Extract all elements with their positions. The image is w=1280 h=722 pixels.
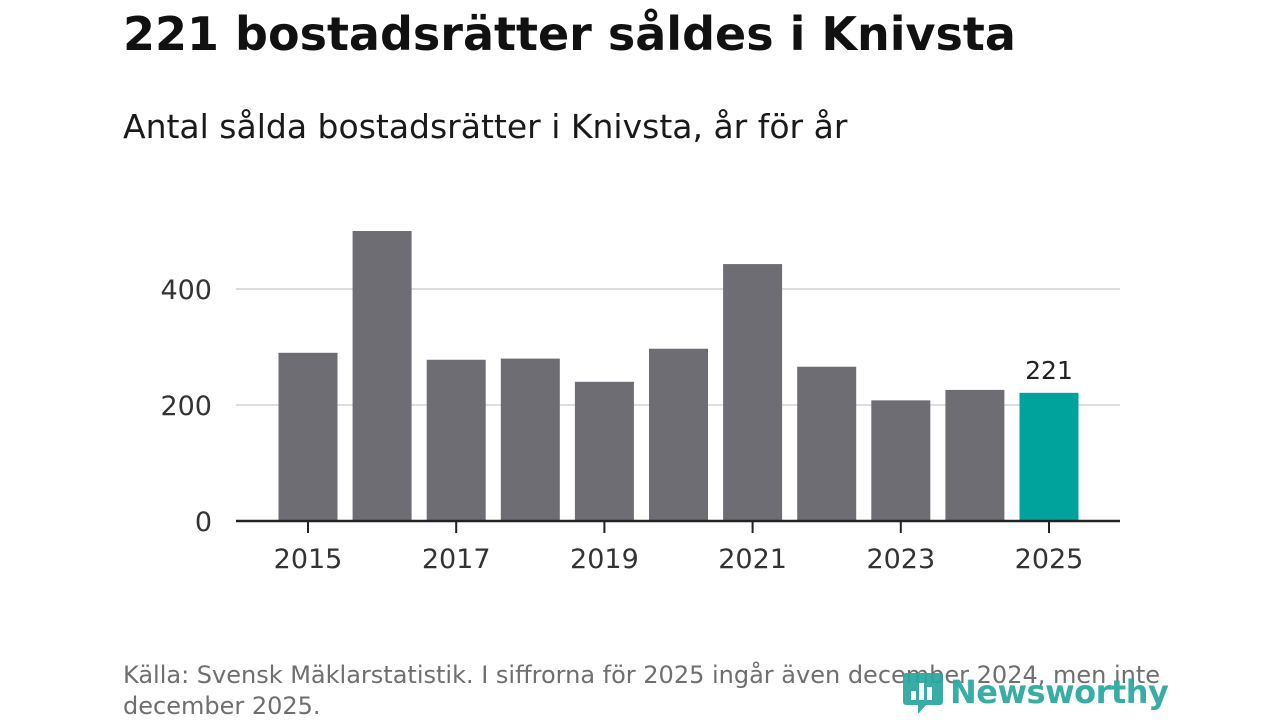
bar-2022 [797, 366, 857, 521]
bar-2019 [574, 381, 634, 521]
source-note: Källa: Svensk Mäklarstatistik. I siffror… [123, 661, 1161, 720]
bar-2025 [1019, 392, 1079, 521]
x-tick-label-2021: 2021 [718, 544, 787, 575]
x-tick-label-2019: 2019 [570, 544, 639, 575]
bar-chart: 0 200 400 2015 2017 2019 2021 2023 2025 221 [160, 231, 1120, 575]
chart-subtitle: Antal sålda bostadsrätter i Knivsta, år … [123, 107, 848, 146]
x-tick-label-2017: 2017 [422, 544, 491, 575]
y-tick-label-0: 0 [195, 507, 212, 538]
y-tick-label-400: 400 [160, 275, 212, 306]
bar-2020 [649, 348, 708, 521]
logo-text: Newsworthy [950, 673, 1169, 711]
data-label-2025: 221 [1025, 356, 1073, 385]
x-tick-label-2025: 2025 [1015, 544, 1084, 575]
y-tick-label-200: 200 [160, 391, 212, 422]
bar-2016 [352, 231, 412, 521]
bar-2023 [871, 400, 931, 521]
bar-2018 [500, 358, 560, 521]
logo-icon [903, 673, 943, 714]
bar-2015 [278, 352, 338, 521]
bar-2021 [723, 264, 783, 521]
bar-2024 [945, 389, 1005, 521]
x-tick-label-2015: 2015 [274, 544, 343, 575]
newsworthy-logo: Newsworthy [900, 668, 1169, 716]
x-tick-label-2023: 2023 [866, 544, 935, 575]
chart-title: 221 bostadsrätter såldes i Knivsta [123, 7, 1016, 61]
bar-2017 [426, 359, 486, 521]
